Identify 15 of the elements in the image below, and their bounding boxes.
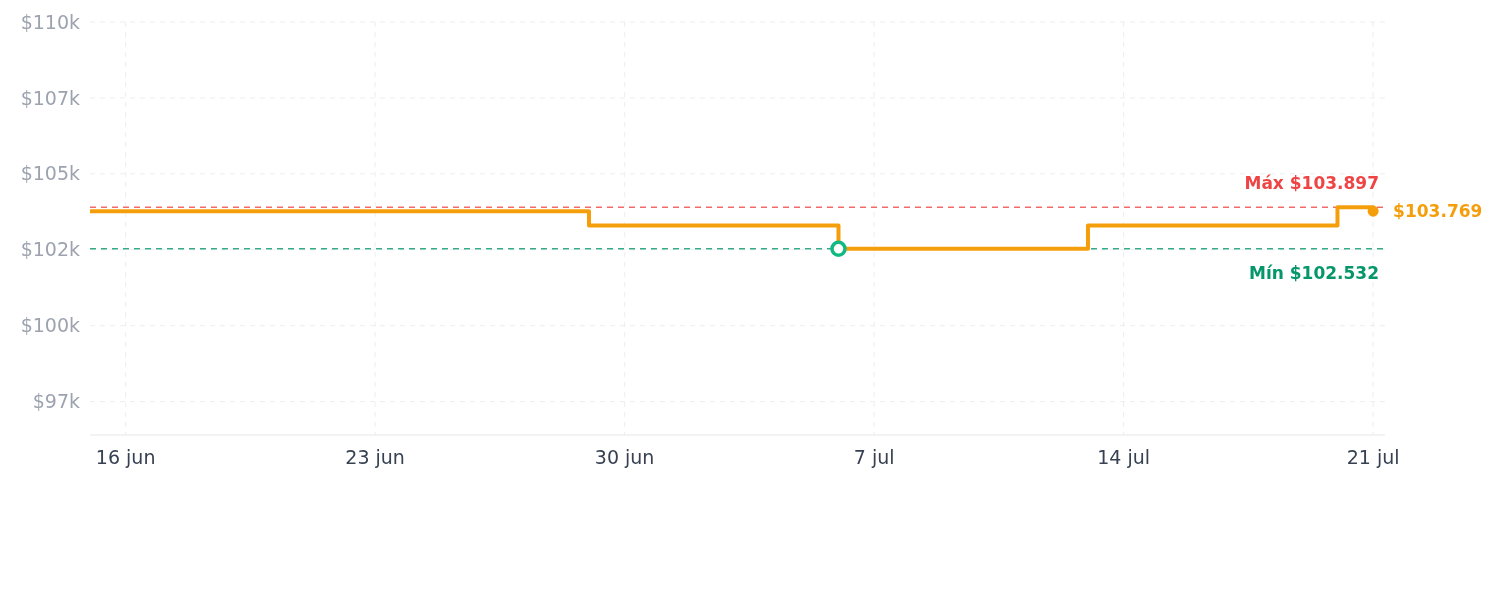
y-tick-label: $107k	[20, 86, 80, 109]
x-tick-label: 14 jul	[1097, 446, 1151, 468]
y-tick-label: $100k	[20, 314, 80, 337]
x-tick-label: 16 jun	[95, 446, 156, 468]
ref-line-label: Máx $103.897	[1244, 173, 1379, 194]
y-tick-label: $110k	[20, 10, 80, 33]
x-tick-label: 7 jul	[853, 446, 895, 468]
y-tick-label: $105k	[20, 162, 80, 185]
y-tick-label: $97k	[32, 390, 80, 413]
ref-line-label: Mín $102.532	[1248, 262, 1379, 283]
x-tick-label: 30 jun	[594, 446, 655, 468]
y-tick-label: $102k	[20, 238, 80, 261]
annotation: $103.769	[1393, 201, 1483, 222]
x-tick-label: 23 jun	[345, 446, 405, 468]
x-tick-label: 21 jul	[1346, 446, 1400, 468]
